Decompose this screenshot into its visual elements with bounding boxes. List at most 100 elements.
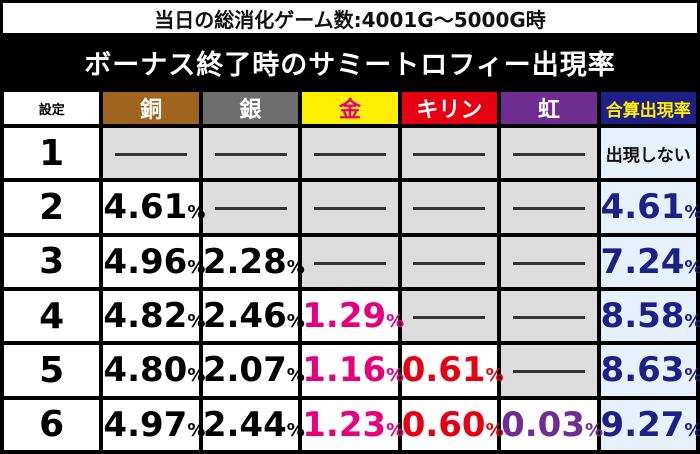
total-rate-cell: 4.61% (600, 182, 700, 233)
percent-sign: % (187, 202, 206, 224)
header-total: 合算出現率 (600, 92, 696, 124)
dash-mark (512, 207, 585, 211)
dash-mark (313, 261, 386, 265)
rainbow-cell-empty (501, 290, 597, 342)
dash-mark (512, 370, 585, 374)
total-value: 4.61 (600, 187, 685, 228)
silver-cell-empty (202, 182, 299, 233)
percent-sign: % (684, 311, 700, 332)
kirin-cell-empty (401, 182, 498, 233)
percent-sign: % (386, 311, 405, 333)
rate-value: 0.61 (401, 350, 486, 391)
dash-mark (115, 153, 188, 157)
rate-value: 2.44 (202, 404, 287, 445)
copper-rate-cell: 4.82% (103, 290, 205, 342)
dash-mark (313, 207, 386, 211)
percent-sign: % (684, 257, 700, 278)
dash-mark (214, 153, 287, 157)
total-value: 9.27 (600, 404, 685, 445)
percent-sign: % (386, 365, 405, 387)
table-row: 54.80%2.07%1.16%0.61%8.63% (4, 345, 700, 396)
setting-cell: 2 (4, 182, 100, 233)
dash-mark (413, 153, 486, 157)
condition-subtitle: 当日の総消化ゲーム数:4001G～5000G時 (0, 0, 700, 36)
dash-mark (214, 207, 287, 211)
silver-cell-empty (202, 128, 299, 179)
total-rate-cell: 8.63% (600, 345, 700, 396)
dash-mark (413, 207, 486, 211)
rate-value: 2.46 (202, 296, 287, 337)
percent-sign: % (485, 365, 504, 387)
kirin-rate-cell: 0.61% (401, 345, 504, 396)
rate-value: 4.97 (103, 404, 188, 445)
rainbow-rate-cell: 0.03% (501, 399, 603, 450)
table-body: 1出現しない24.61%4.61%34.96%2.28%7.24%44.82%2… (4, 128, 700, 450)
kirin-cell-empty (401, 290, 498, 342)
trophy-rate-table: 設定 銅 銀 金 キリン 虹 合算出現率 1出現しない24.61%4.61%34… (0, 88, 700, 454)
rainbow-cell-empty (501, 128, 597, 179)
gold-cell-empty (302, 236, 398, 287)
copper-rate-cell: 4.97% (103, 399, 205, 450)
percent-sign: % (585, 419, 604, 441)
rainbow-cell-empty (501, 182, 597, 233)
percent-sign: % (684, 420, 700, 441)
gold-rate-cell: 1.16% (302, 345, 404, 396)
percent-sign: % (485, 419, 504, 441)
total-value: 出現しない (605, 145, 691, 166)
total-rate-cell: 出現しない (600, 128, 696, 179)
percent-sign: % (684, 365, 700, 386)
page-title: ボーナス終了時のサミートロフィー出現率 (84, 49, 616, 81)
rate-value: 1.29 (302, 296, 387, 337)
setting-cell: 3 (4, 236, 100, 287)
setting-cell: 6 (4, 399, 100, 450)
dash-mark (413, 261, 486, 265)
percent-sign: % (187, 365, 206, 387)
table-row: 34.96%2.28%7.24% (4, 236, 700, 287)
total-value: 7.24 (600, 241, 685, 282)
percent-sign: % (187, 311, 206, 333)
percent-sign: % (386, 419, 405, 441)
rate-value: 0.03 (501, 404, 585, 445)
silver-rate-cell: 2.07% (202, 345, 305, 396)
header-kirin: キリン (401, 92, 498, 124)
rate-value: 4.80 (103, 350, 188, 391)
silver-rate-cell: 2.44% (202, 399, 305, 450)
gold-cell-empty (302, 128, 398, 179)
dash-mark (512, 153, 585, 157)
rate-value: 4.96 (103, 241, 188, 282)
gold-rate-cell: 1.23% (302, 399, 404, 450)
dash-mark (512, 316, 585, 320)
dash-mark (313, 153, 386, 157)
dash-mark (413, 316, 486, 320)
percent-sign: % (187, 256, 206, 278)
rate-value: 2.28 (202, 241, 287, 282)
total-value: 8.58 (600, 296, 685, 337)
table-row: 44.82%2.46%1.29%8.58% (4, 290, 700, 342)
rate-value: 4.61 (103, 187, 188, 228)
setting-cell: 1 (4, 128, 100, 179)
rate-value: 1.16 (302, 350, 387, 391)
percent-sign: % (286, 256, 305, 278)
rate-value: 4.82 (103, 296, 188, 337)
percent-sign: % (286, 365, 305, 387)
table-row: 24.61%4.61% (4, 182, 700, 233)
copper-rate-cell: 4.80% (103, 345, 205, 396)
rate-value: 0.60 (401, 404, 486, 445)
table-row: 64.97%2.44%1.23%0.60%0.03%9.27% (4, 399, 700, 450)
total-rate-cell: 9.27% (600, 399, 700, 450)
kirin-rate-cell: 0.60% (401, 399, 504, 450)
header-row: 設定 銅 銀 金 キリン 虹 合算出現率 (4, 92, 696, 124)
table-row: 1 出現しない (4, 128, 696, 179)
copper-rate-cell: 4.96% (103, 236, 205, 287)
gold-cell-empty (302, 182, 398, 233)
total-rate-cell: 8.58% (600, 290, 700, 342)
copper-cell-empty (103, 128, 199, 179)
gold-rate-cell: 1.29% (302, 290, 404, 342)
header-rainbow: 虹 (501, 92, 597, 124)
setting-cell: 5 (4, 345, 100, 396)
total-value: 8.63 (600, 350, 685, 391)
rate-value: 1.23 (302, 404, 387, 445)
percent-sign: % (286, 311, 305, 333)
rainbow-cell-empty (501, 345, 597, 396)
